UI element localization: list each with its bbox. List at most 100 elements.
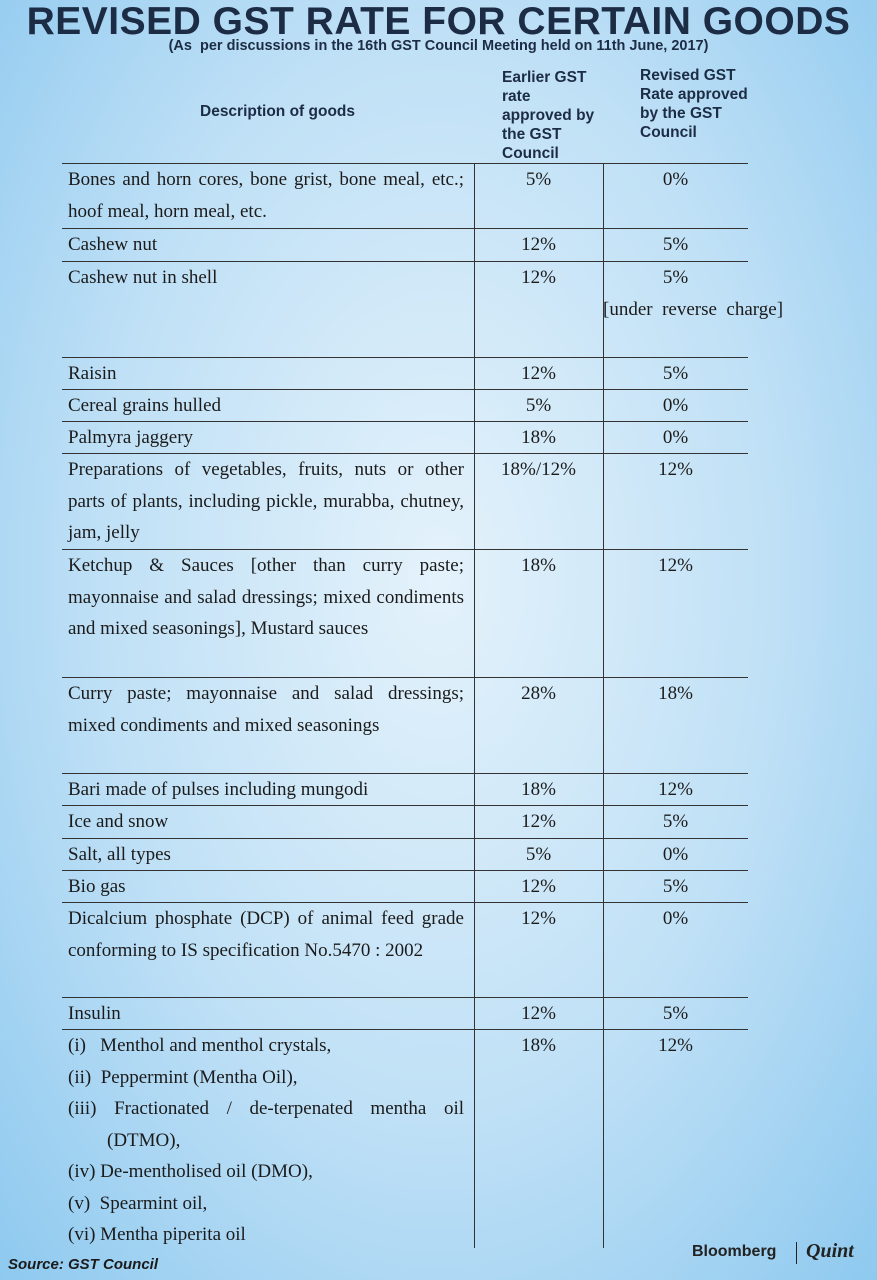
revised-rate: 5% [662,234,689,255]
revised-rate: 12% [658,459,693,480]
revised-cell: 5% [603,358,748,390]
list-item: (i) Menthol and menthol crystals, [68,1035,332,1056]
brand: Quint [806,1240,854,1262]
description-cell: Dicalcium phosphate (DCP) of animal feed… [68,908,464,961]
table-row: Bio gas 12% 5% [62,870,748,902]
revised-cell: 5% [603,998,748,1030]
table-row: Preparations of vegetables, fruits, nuts… [62,453,748,549]
description-cell: Cereal grains hulled [68,395,222,416]
revised-rate: 5% [662,876,689,897]
revised-rate: 5% [662,1003,689,1024]
revised-rate: 0% [662,427,689,448]
table-row: Palmyra jaggery 18% 0% [62,421,748,453]
subtitle: (As per discussions in the 16th GST Coun… [168,38,709,54]
description-cell: Insulin [68,1003,121,1024]
list-item: (iv) De-mentholised oil (DMO), [68,1161,313,1182]
revised-cell: 12% [603,1030,748,1062]
table-row: (i) Menthol and menthol crystals, (ii) Pe… [62,1029,748,1248]
table-row: Bari made of pulses including mungodi 18%… [62,773,748,805]
revised-cell: 18% [603,678,748,710]
list-item: (ii) Peppermint (Mentha Oil), [68,1066,298,1088]
table-row: Insulin 12% 5% [62,997,748,1029]
revised-cell: 5% [603,229,748,261]
description-cell: Bio gas [68,876,126,897]
description-cell: Ice and snow [68,811,169,832]
brand-divider [796,1242,797,1264]
earlier-rate: 5% [525,844,552,865]
table-row: Raisin 12% 5% [62,357,748,389]
description-cell: Bones and horn cores, bone grist, bone m… [68,169,464,222]
column-header: Description of goods [200,103,355,120]
revised-cell: 5% [603,806,748,838]
description-cell: Palmyra jaggery [68,427,194,448]
earlier-rate: 12% [521,908,556,929]
revised-cell: 0% [603,839,748,871]
revised-cell: 12% [603,550,748,582]
revised-rate: 5% [662,267,689,288]
list-item: (iii) Fractionated / de-terpenated menth… [68,1098,469,1151]
earlier-rate: 12% [521,267,556,288]
column-divider [474,163,475,1248]
earlier-rate: 28% [521,683,556,704]
table-row: Salt, all types 5% 0% [62,838,748,870]
revised-rate: 5% [662,811,689,832]
table-row: Cashew nut 12% 5% [62,228,748,261]
table-row: Ketchup & Sauces [other than curry paste… [62,549,748,677]
earlier-rate: 12% [521,876,556,897]
revised-cell: 5% [under reverse charge] [603,262,784,325]
revised-rate: 0% [662,844,689,865]
revised-cell: 12% [603,774,748,806]
table: Bones and horn cores, bone grist, bone m… [62,163,784,1248]
description-cell: Salt, all types [68,844,171,865]
revised-rate: 5% [662,363,689,384]
table-row: Cashew nut in shell 12% 5% [under reverse c… [62,261,784,357]
column-header: Earlier GST rate approved by the GST Cou… [502,69,595,162]
earlier-rate: 18% [521,1035,556,1056]
description-cell: Cashew nut [68,234,158,255]
earlier-rate: 12% [521,363,556,384]
source: Source: GST Council [8,1256,159,1273]
revised-rate: 18% [658,683,693,704]
table-row: Curry paste; mayonnaise and salad dressi… [62,677,748,773]
revised-rate: 0% [662,908,689,929]
revised-cell: 5% [603,871,748,903]
table-row: Dicalcium phosphate (DCP) of animal feed… [62,902,748,997]
revised-cell: 0% [603,903,748,935]
earlier-rate: 12% [521,1003,556,1024]
earlier-rate: 12% [521,811,556,832]
revised-rate: 12% [658,779,693,800]
table-row: Ice and snow 12% 5% [62,805,748,838]
revised-cell: 0% [603,164,748,196]
description-cell: Ketchup & Sauces [other than curry paste… [68,555,464,639]
table-row: Bones and horn cores, bone grist, bone m… [62,163,748,228]
revised-rate: 12% [658,1035,693,1056]
revised-note: [under reverse charge] [603,298,784,320]
column-header: Revised GST Rate approved by the GST Cou… [640,67,748,141]
description-cell: Cashew nut in shell [68,267,218,288]
description-cell: Raisin [68,363,117,384]
earlier-rate: 18% [521,427,556,448]
revised-cell: 12% [603,454,748,486]
revised-cell: 0% [603,422,748,454]
revised-rate: 0% [662,169,689,190]
column-divider [603,163,604,1248]
description-cell: Preparations of vegetables, fruits, nuts… [68,459,464,543]
list-item: (vi) Mentha piperita oil [68,1224,246,1245]
earlier-rate: 18% [521,779,556,800]
table-row: Cereal grains hulled 5% 0% [62,389,748,421]
description-cell: (i) Menthol and menthol crystals, (ii) Pe… [68,1030,464,1251]
earlier-rate: 5% [525,395,552,416]
revised-rate: 0% [662,395,689,416]
earlier-rate: 18%/12% [501,459,576,480]
earlier-rate: 5% [525,169,552,190]
list-item: (v) Spearmint oil, [68,1192,208,1214]
earlier-rate: 18% [521,555,556,576]
earlier-rate: 12% [521,234,556,255]
brand: Bloomberg [692,1243,777,1260]
description-cell: Bari made of pulses including mungodi [68,779,369,800]
title: REVISED GST RATE FOR CERTAIN GOODS [26,0,851,43]
description-cell: Curry paste; mayonnaise and salad dressi… [68,683,464,736]
revised-cell: 0% [603,390,748,422]
revised-rate: 12% [658,555,693,576]
